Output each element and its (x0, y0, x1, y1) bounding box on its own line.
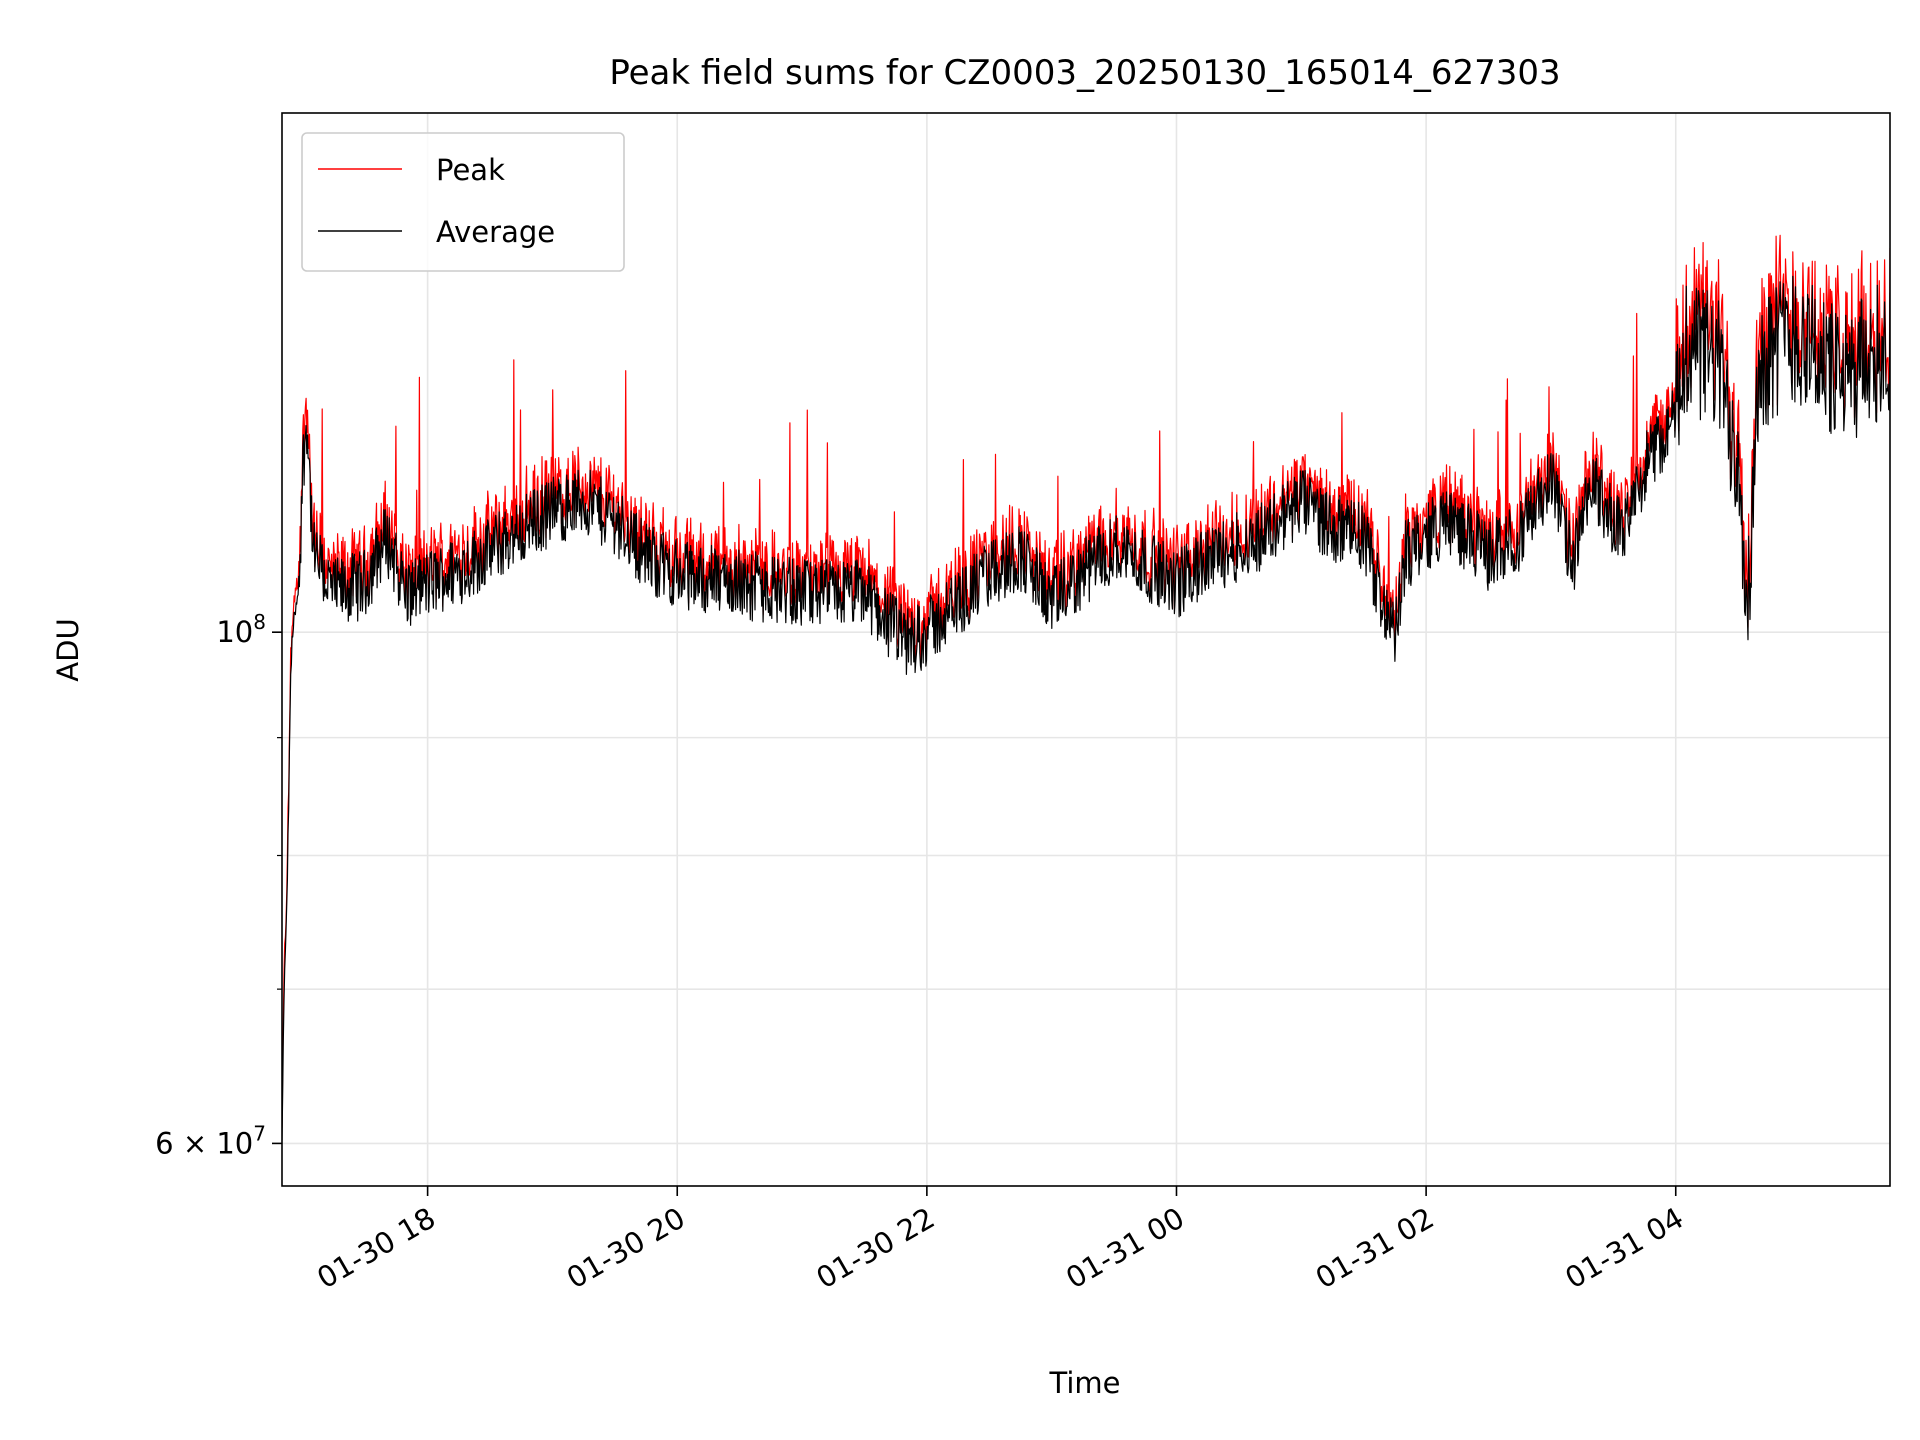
x-axis-label: Time (1049, 1366, 1121, 1400)
y-tick-label: 108 (216, 610, 266, 649)
chart-title: Peak field sums for CZ0003_20250130_1650… (609, 53, 1560, 93)
series-line-average (282, 275, 1890, 1141)
plot-area (282, 234, 1890, 1141)
legend-average-label: Average (436, 215, 555, 249)
plot-frame (281, 112, 1891, 1187)
legend-peak-label: Peak (436, 153, 505, 187)
legend: Peak Average (301, 132, 625, 272)
y-tick-label: 6 × 107 (155, 1121, 266, 1160)
legend-box (301, 132, 625, 272)
y-axis-label: ADU (51, 618, 85, 681)
